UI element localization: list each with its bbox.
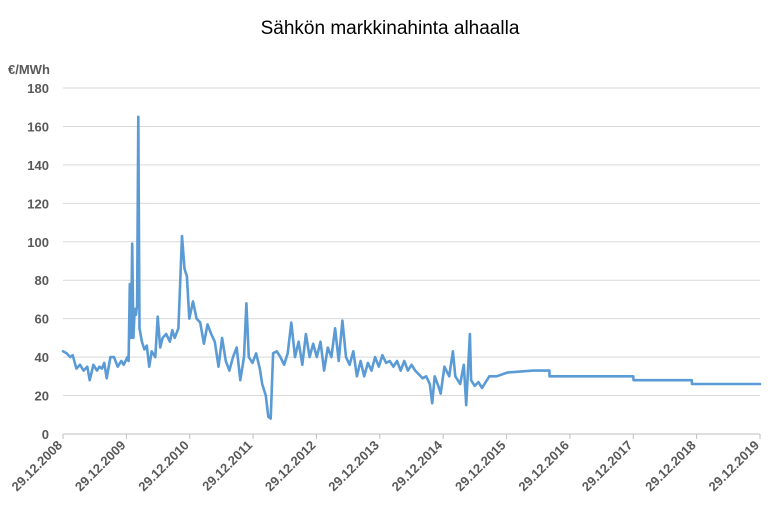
y-tick-label: 0 [42,427,49,442]
x-axis-tick-labels: 29.12.2008 29.12.2009 29.12.2010 29.12.2011… [8,437,762,494]
x-tick-label: 29.12.2009 [72,438,129,495]
x-tick-label: 29.12.2014 [389,437,446,494]
y-tick-label: 100 [27,235,49,250]
y-tick-label: 40 [35,350,49,365]
x-tick-label: 29.12.2015 [452,438,509,495]
x-tick-label: 29.12.2012 [262,438,319,495]
chart-title: Sähkön markkinahinta alhaalla [260,18,520,39]
y-tick-label: 160 [27,119,49,134]
x-tick-label: 29.12.2010 [135,438,192,495]
x-tick-label: 29.12.2019 [705,438,762,495]
x-tick-label: 29.12.2018 [642,438,699,495]
gridlines [62,87,761,439]
y-tick-label: 180 [27,81,49,96]
y-tick-label: 120 [27,196,49,211]
price-series-line [61,115,762,420]
x-tick-label: 29.12.2008 [8,438,65,495]
series-layer [61,115,762,420]
y-axis-tick-labels: 0 20 40 60 80 100 120 140 160 180 [27,81,49,442]
y-tick-label: 80 [35,273,49,288]
y-tick-label: 20 [35,389,49,404]
y-axis-unit-label: €/MWh [8,62,50,77]
y-tick-label: 140 [27,158,49,173]
x-tick-label: 29.12.2013 [325,438,382,495]
x-tick-label: 29.12.2011 [199,438,255,494]
y-tick-label: 60 [35,312,49,327]
x-tick-label: 29.12.2017 [579,438,636,495]
x-tick-label: 29.12.2016 [515,438,572,495]
